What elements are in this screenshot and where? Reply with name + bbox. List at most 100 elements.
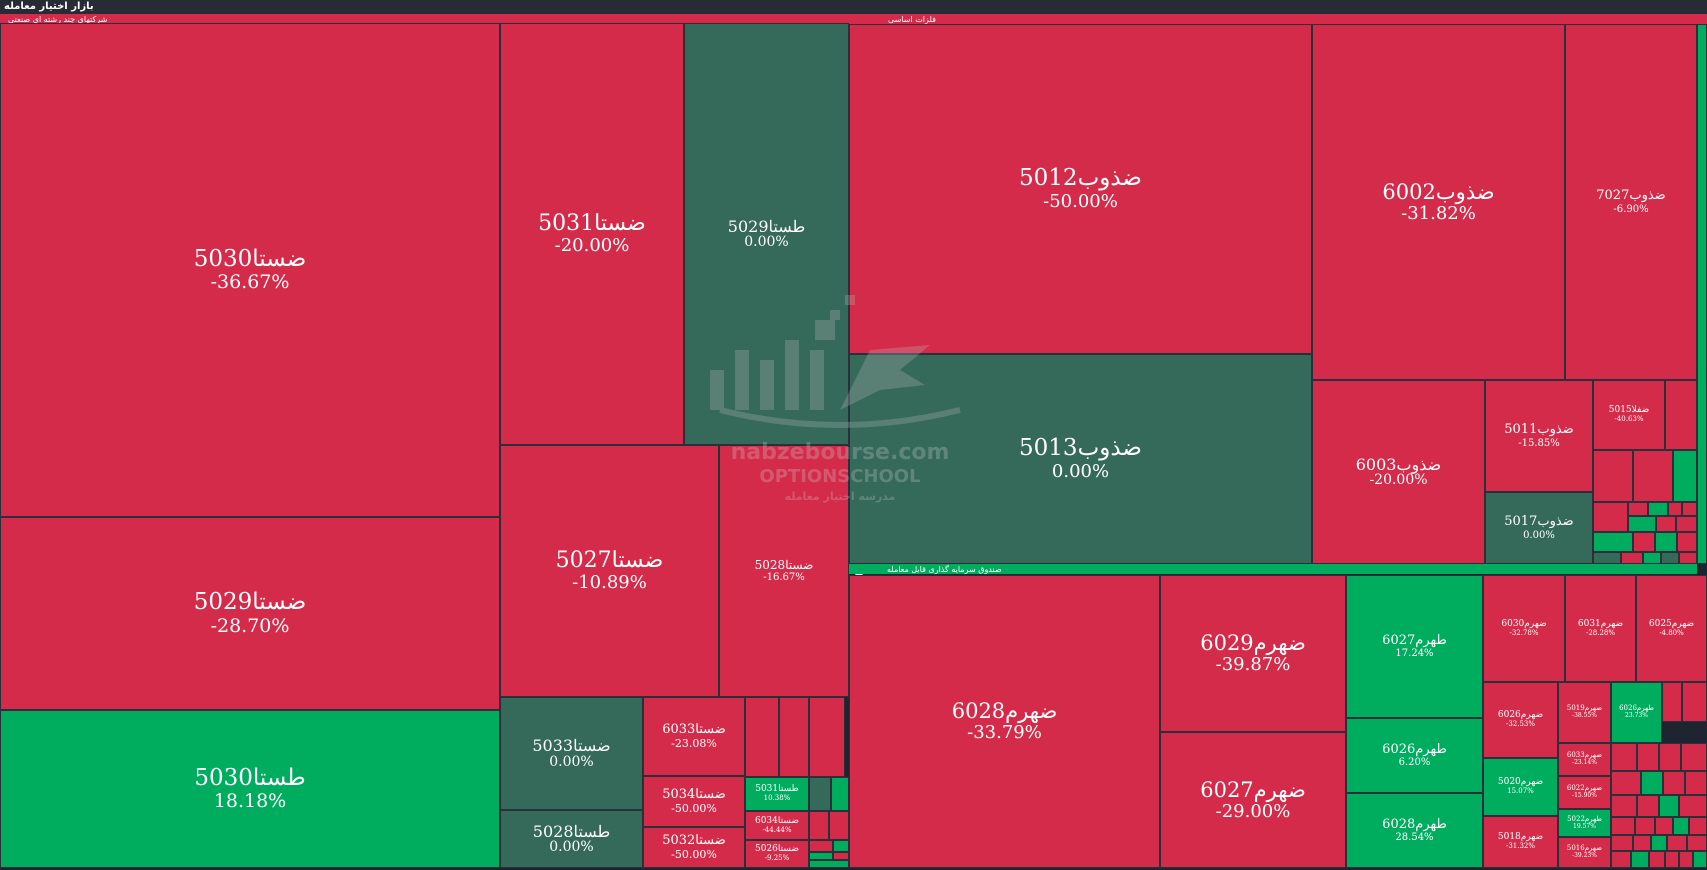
treemap-mini-tile[interactable] <box>833 852 849 860</box>
treemap-tile[interactable]: طستا5029 0.00% <box>684 23 849 445</box>
treemap-mini-tile[interactable] <box>1685 771 1707 795</box>
treemap-mini-tile[interactable] <box>1593 450 1633 502</box>
treemap-mini-tile[interactable] <box>1681 743 1707 771</box>
treemap-mini-tile[interactable] <box>1631 851 1649 868</box>
treemap-mini-tile[interactable] <box>1659 795 1679 817</box>
treemap-mini-tile[interactable] <box>1611 817 1635 835</box>
treemap-mini-tile[interactable] <box>1637 795 1659 817</box>
treemap-mini-tile[interactable] <box>1633 835 1651 851</box>
treemap-mini-tile[interactable] <box>1593 532 1633 552</box>
treemap-tile[interactable]: طهرم6026 23.73% <box>1611 682 1662 743</box>
group-header-band[interactable] <box>0 14 849 24</box>
treemap-mini-tile[interactable] <box>1643 552 1661 564</box>
treemap-tile[interactable]: ضهرم5018 -31.32% <box>1483 816 1558 868</box>
treemap-tile[interactable]: ضذوب5017 0.00% <box>1485 492 1593 564</box>
treemap-mini-tile[interactable] <box>1628 516 1656 532</box>
treemap-mini-tile[interactable] <box>1667 835 1687 851</box>
treemap-tile[interactable]: ضستا5031 -20.00% <box>500 23 684 445</box>
treemap-mini-tile[interactable] <box>1655 817 1673 835</box>
treemap-tile[interactable]: ضستا5032 -50.00% <box>643 827 745 868</box>
treemap-mini-tile[interactable] <box>1682 682 1707 722</box>
treemap-mini-tile[interactable] <box>1593 552 1621 564</box>
group-header-band[interactable] <box>849 564 1697 574</box>
treemap-tile[interactable]: طهرم6027 17.24% <box>1346 575 1483 718</box>
treemap-mini-tile[interactable] <box>1676 516 1697 532</box>
treemap-mini-tile[interactable] <box>809 697 845 777</box>
treemap-mini-tile[interactable] <box>1693 851 1707 868</box>
treemap-tile[interactable]: ضستا5033 0.00% <box>500 697 643 810</box>
treemap-mini-tile[interactable] <box>1651 835 1667 851</box>
treemap-mini-tile[interactable] <box>1611 795 1637 817</box>
treemap-mini-tile[interactable] <box>1621 552 1643 564</box>
treemap-tile[interactable]: ضذوب5013 0.00% <box>849 354 1312 564</box>
treemap-mini-tile[interactable] <box>1673 817 1689 835</box>
treemap-mini-tile[interactable] <box>833 840 849 852</box>
treemap-tile[interactable]: ضستا6034 -44.44% <box>745 811 809 840</box>
treemap-mini-tile[interactable] <box>1677 532 1697 552</box>
group-header-band[interactable] <box>849 14 1707 24</box>
treemap-tile[interactable]: ضذوب7027 -6.90% <box>1565 24 1697 380</box>
treemap-mini-tile[interactable] <box>809 852 833 860</box>
treemap-mini-tile[interactable] <box>1633 532 1655 552</box>
treemap-tile[interactable]: ضهرم6028 -33.79% <box>849 575 1160 868</box>
treemap-tile[interactable]: طستا5030 18.18% <box>0 710 500 868</box>
treemap-tile[interactable]: ضهرم6022 -15.90% <box>1558 776 1611 809</box>
treemap-tile[interactable]: ضهرم6029 -39.87% <box>1160 575 1346 732</box>
treemap-tile[interactable]: ضهرم6031 -28.28% <box>1565 575 1636 682</box>
treemap-tile[interactable]: ضهرم5016 -39.23% <box>1558 837 1611 868</box>
treemap-tile[interactable]: طهرم6026 6.20% <box>1346 718 1483 793</box>
treemap-tile[interactable]: ضذوب5011 -15.85% <box>1485 380 1593 492</box>
treemap-mini-tile[interactable] <box>1665 851 1679 868</box>
treemap-mini-tile[interactable] <box>829 811 849 840</box>
treemap-mini-tile[interactable] <box>809 811 829 840</box>
treemap-mini-tile[interactable] <box>1679 851 1693 868</box>
treemap-tile[interactable]: ضستا5030 -36.67% <box>0 23 500 517</box>
treemap-mini-tile[interactable] <box>1687 835 1707 851</box>
treemap-tile[interactable]: ضهرم5020 15.07% <box>1483 758 1558 816</box>
treemap-mini-tile[interactable] <box>1593 502 1628 532</box>
treemap-mini-tile[interactable] <box>1682 502 1697 516</box>
treemap-tile[interactable]: ضستا5029 -28.70% <box>0 517 500 710</box>
treemap-tile[interactable]: ضذوب6002 -31.82% <box>1312 24 1565 380</box>
treemap-tile[interactable]: ضستا5034 -50.00% <box>643 776 745 827</box>
treemap-mini-tile[interactable] <box>1611 771 1641 795</box>
treemap-mini-tile[interactable] <box>1679 795 1707 817</box>
treemap-tile[interactable]: ضهرم6033 -23.14% <box>1558 743 1611 776</box>
treemap-tile[interactable]: ضستا5026 -9.25% <box>745 840 809 868</box>
treemap-mini-tile[interactable] <box>1659 743 1681 771</box>
treemap-tile[interactable]: طهرم6028 28.54% <box>1346 793 1483 868</box>
treemap-mini-tile[interactable] <box>1655 532 1677 552</box>
treemap-mini-tile[interactable] <box>1679 552 1697 564</box>
treemap-mini-tile[interactable] <box>809 840 833 852</box>
treemap-mini-tile[interactable] <box>1628 502 1648 516</box>
treemap-mini-tile[interactable] <box>1641 771 1663 795</box>
treemap-mini-tile[interactable] <box>1673 450 1697 502</box>
treemap-tile[interactable]: ضستا5027 -10.89% <box>500 445 719 697</box>
treemap-mini-tile[interactable] <box>1611 835 1633 851</box>
treemap-tile[interactable]: ضستا5028 -16.67% <box>719 445 849 697</box>
treemap-tile[interactable]: ضذوب5012 -50.00% <box>849 24 1312 354</box>
treemap-tile[interactable]: ضستا6033 -23.08% <box>643 697 745 776</box>
treemap-mini-tile[interactable] <box>1668 502 1682 516</box>
treemap-mini-tile[interactable] <box>1648 502 1668 516</box>
treemap-mini-tile[interactable] <box>1611 743 1637 771</box>
treemap-mini-tile[interactable] <box>1663 771 1685 795</box>
treemap-mini-tile[interactable] <box>1656 516 1676 532</box>
treemap-mini-tile[interactable] <box>1662 682 1682 722</box>
treemap-tile[interactable]: طستا5028 0.00% <box>500 810 643 868</box>
treemap-mini-tile[interactable] <box>1635 817 1655 835</box>
treemap-tile[interactable]: ضفلا5015 -40.63% <box>1593 380 1665 450</box>
treemap-mini-tile[interactable] <box>1637 743 1659 771</box>
treemap-mini-tile[interactable] <box>809 777 831 811</box>
treemap-tile[interactable]: ضهرم6026 -32.53% <box>1483 682 1558 758</box>
treemap-mini-tile[interactable] <box>831 777 849 811</box>
treemap-mini-tile[interactable] <box>1649 851 1665 868</box>
treemap-mini-tile[interactable] <box>745 697 779 777</box>
treemap-mini-tile[interactable] <box>779 697 809 777</box>
treemap-tile[interactable]: ضهرم6030 -32.78% <box>1483 575 1565 682</box>
treemap-mini-tile[interactable] <box>1689 817 1707 835</box>
treemap-tile[interactable]: ضهرم6027 -29.00% <box>1160 732 1346 868</box>
treemap-mini-tile[interactable] <box>1661 552 1679 564</box>
treemap-mini-tile[interactable] <box>1697 24 1707 564</box>
treemap-tile[interactable]: ضهرم5019 -38.55% <box>1558 682 1611 743</box>
